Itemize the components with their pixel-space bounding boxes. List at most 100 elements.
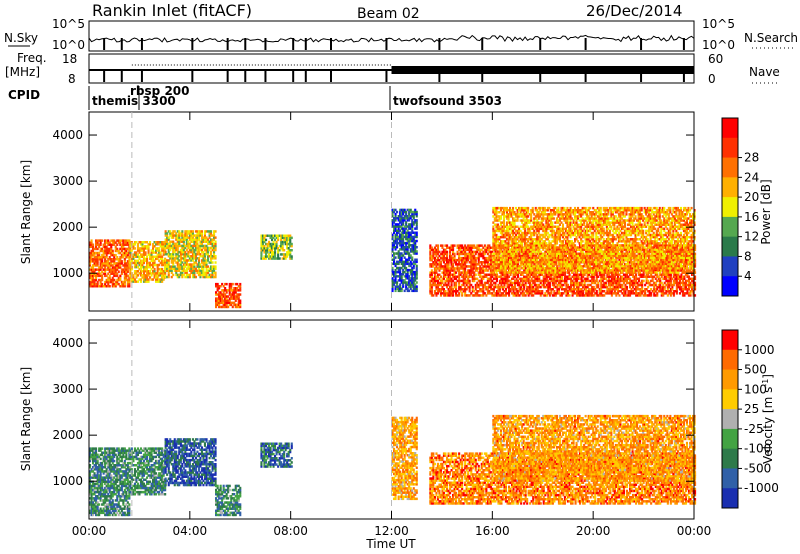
heatmap-cell (207, 275, 210, 279)
heatmap-cell (199, 244, 202, 248)
heatmap-cell (114, 245, 117, 249)
heatmap-cell (130, 280, 133, 283)
heatmap-cell (182, 253, 185, 256)
heatmap-cell (261, 240, 265, 244)
heatmap-cell (607, 277, 610, 281)
heatmap-cell (207, 257, 210, 260)
heatmap-cell (193, 265, 196, 268)
heatmap-cell (107, 260, 110, 263)
heatmap-cell (277, 253, 280, 256)
heatmap-cell (415, 260, 418, 264)
heatmap-cell (191, 259, 195, 262)
heatmap-cell (184, 250, 187, 254)
heatmap-cell (556, 277, 559, 281)
heatmap-cell (214, 261, 217, 264)
heatmap-cell (286, 253, 289, 256)
heatmap-cell (152, 265, 155, 269)
heatmap-cell (290, 242, 293, 246)
heatmap-cell (203, 265, 207, 268)
heatmap-cell (128, 285, 131, 288)
heatmap-cell (650, 294, 653, 297)
heatmap-cell (289, 257, 292, 260)
heatmap-cell (182, 267, 185, 270)
heatmap-cell (92, 276, 95, 280)
heatmap-cell (187, 265, 190, 268)
heatmap-cell (261, 236, 265, 240)
heatmap-cell (175, 253, 178, 256)
heatmap-cell (93, 285, 96, 288)
heatmap-cell (136, 265, 140, 269)
heatmap-cell (173, 242, 176, 246)
heatmap-cell (152, 270, 155, 273)
heatmap-cell (125, 256, 128, 259)
heatmap-cell (230, 301, 233, 305)
heatmap-cell (653, 285, 656, 289)
heatmap-cell (146, 280, 149, 283)
heatmap-cell (400, 289, 403, 293)
heatmap-cell (194, 234, 198, 237)
heatmap-cell (172, 253, 175, 256)
heatmap-cell (108, 241, 111, 244)
heatmap-cell (176, 257, 179, 260)
heatmap-cell (139, 249, 143, 252)
heatmap-cell (132, 276, 135, 279)
heatmap-cell (95, 285, 98, 288)
heatmap-cell (464, 285, 467, 289)
heatmap-cell (147, 263, 150, 267)
heatmap-cell (268, 253, 271, 256)
heatmap-cell (185, 255, 188, 258)
heatmap-cell (269, 251, 272, 254)
heatmap-cell (214, 236, 217, 239)
heatmap-cell (159, 280, 162, 283)
heatmap-cell (228, 301, 231, 305)
heatmap-cell (538, 283, 541, 287)
heatmap-cell (436, 244, 440, 247)
heatmap-cell (221, 295, 224, 298)
heatmap-cell (133, 247, 137, 250)
heatmap-cell (139, 270, 143, 273)
heatmap-cell (274, 242, 277, 246)
heatmap-cell (147, 274, 150, 277)
heatmap-cell (200, 230, 204, 233)
heatmap-cell (136, 259, 140, 263)
heatmap-cell (200, 248, 204, 252)
heatmap-cell (213, 253, 216, 256)
heatmap-cell (126, 282, 129, 286)
heatmap-cell (597, 285, 600, 289)
heatmap-cell (517, 273, 520, 276)
heatmap-cell (654, 283, 657, 287)
heatmap-cell (164, 257, 167, 261)
heatmap-cell (562, 283, 565, 287)
heatmap-cell (129, 261, 132, 265)
heatmap-cell (149, 243, 152, 246)
heatmap-cell (193, 273, 196, 277)
heatmap-cell (595, 271, 598, 274)
heatmap-cell (520, 285, 523, 289)
heatmap-cell (152, 251, 155, 254)
heatmap-cell (95, 247, 98, 251)
heatmap-cell (169, 265, 172, 268)
heatmap-cell (188, 248, 191, 252)
heatmap-cell (107, 276, 110, 280)
heatmap-cell (119, 258, 122, 261)
heatmap-cell (213, 232, 216, 235)
heatmap-cell (582, 292, 585, 295)
heatmap-cell (146, 257, 149, 261)
heatmap-cell (194, 246, 198, 250)
heatmap-cell (211, 244, 214, 248)
heatmap-cell (224, 289, 227, 292)
heatmap-cell (194, 242, 198, 246)
heatmap-cell (221, 299, 224, 302)
heatmap-cell (286, 234, 289, 237)
heatmap-cell (172, 273, 175, 277)
heatmap-cell (515, 277, 518, 281)
heatmap-cell (166, 244, 169, 248)
heatmap-cell (237, 299, 240, 302)
heatmap-cell (269, 247, 272, 250)
heatmap-cell (107, 264, 110, 267)
heatmap-cell (181, 240, 184, 243)
heatmap-cell (166, 246, 169, 250)
heatmap-cell (188, 230, 191, 233)
heatmap-cell (196, 232, 199, 235)
heatmap-cell (523, 285, 526, 289)
